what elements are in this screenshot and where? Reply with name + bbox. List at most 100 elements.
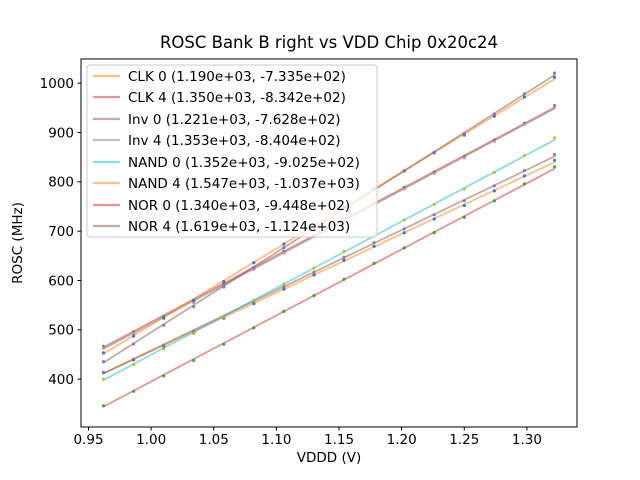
y-tick-label: 800: [48, 175, 74, 191]
data-point-inv-0: [162, 343, 166, 347]
data-point-nor-0: [312, 294, 316, 298]
data-point-nand-0: [312, 266, 316, 270]
data-point-nand-0: [101, 377, 106, 381]
x-tick-label: 1.00: [136, 432, 166, 448]
data-point-inv-0: [462, 199, 466, 203]
axes-frame: [80, 58, 578, 428]
data-point-nor-0: [342, 277, 346, 281]
data-point-clk-0: [372, 244, 376, 248]
legend-entry: CLK 0 (1.190e+03, -7.335e+02): [93, 69, 346, 85]
y-tick-label: 700: [48, 224, 74, 240]
data-point-nand-0: [162, 347, 166, 351]
data-point-inv-4: [462, 156, 466, 160]
data-point-nand-0: [522, 153, 527, 158]
data-point-clk-0: [312, 273, 316, 277]
data-point-nor-4: [282, 246, 286, 250]
data-point-nand-4: [492, 114, 496, 118]
data-point-clk-0: [522, 174, 527, 178]
legend-entry: NOR 4 (1.619e+03, -1.124e+03): [93, 219, 350, 235]
data-point-nor-0: [132, 389, 136, 393]
data-point-nor-0: [162, 374, 166, 378]
x-tick-label: 0.95: [73, 432, 103, 448]
data-point-nand-4: [192, 298, 196, 302]
legend-entry: NAND 0 (1.352e+03, -9.025e+02): [93, 155, 360, 171]
data-point-nor-0: [101, 404, 106, 408]
data-point-nand-4: [252, 261, 256, 265]
data-point-inv-4: [552, 105, 557, 109]
data-point-inv-4: [492, 139, 496, 143]
legend-label: NOR 0 (1.340e+03, -9.448e+02): [128, 198, 350, 214]
y-tick-label: 900: [48, 125, 74, 141]
data-point-nand-0: [342, 249, 346, 254]
data-point-inv-0: [312, 270, 316, 274]
data-point-clk-0: [282, 287, 286, 291]
data-point-nand-4: [282, 242, 286, 246]
data-point-inv-0: [101, 370, 106, 374]
data-point-nand-0: [402, 218, 406, 222]
data-point-nand-0: [432, 202, 436, 207]
data-point-inv-0: [432, 213, 436, 217]
legend-label: Inv 0 (1.221e+03, -7.628e+02): [128, 112, 341, 128]
y-tick-label: 1000: [40, 76, 74, 92]
data-point-nor-0: [192, 358, 196, 363]
data-point-inv-4: [101, 346, 106, 350]
y-tick-label: 400: [48, 372, 74, 388]
data-point-nor-4: [462, 132, 466, 136]
data-point-nand-0: [132, 363, 136, 367]
data-point-inv-0: [372, 241, 376, 245]
data-point-nand-4: [132, 334, 136, 338]
legend-entry: Inv 4 (1.353e+03, -8.404e+02): [93, 133, 341, 149]
data-point-nor-0: [282, 309, 286, 313]
fit-line-inv-0: [102, 155, 556, 375]
data-point-inv-4: [432, 171, 436, 175]
data-point-inv-0: [342, 255, 346, 259]
data-point-nor-4: [492, 112, 496, 116]
data-point-clk-0: [402, 231, 406, 235]
data-point-nand-0: [492, 170, 496, 175]
legend-label: CLK 0 (1.190e+03, -7.335e+02): [128, 69, 346, 85]
x-tick-label: 1.15: [324, 432, 354, 448]
data-point-nor-4: [252, 265, 256, 269]
data-point-nand-0: [222, 315, 226, 319]
x-tick-label: 1.10: [261, 432, 291, 448]
data-point-nor-0: [522, 182, 527, 186]
data-point-nor-4: [522, 92, 527, 96]
chart-title: ROSC Bank B right vs VDD Chip 0x20c24: [160, 33, 498, 52]
data-point-clk-0: [552, 158, 557, 162]
fit-line-nand-0: [102, 139, 556, 381]
data-point-clk-0: [462, 203, 466, 208]
data-point-inv-4: [522, 122, 527, 126]
data-point-clk-0: [432, 217, 436, 221]
x-tick-label: 1.25: [449, 432, 479, 448]
data-point-nand-0: [282, 282, 286, 286]
x-tick-label: 1.30: [512, 432, 542, 448]
data-point-nand-0: [552, 136, 557, 140]
legend-entry: NOR 0 (1.340e+03, -9.448e+02): [93, 198, 350, 214]
data-point-nor-0: [432, 231, 436, 235]
data-point-nand-4: [222, 280, 226, 284]
data-point-nor-0: [552, 165, 557, 169]
data-point-clk-0: [492, 189, 496, 193]
x-axis-label: VDDD (V): [297, 450, 361, 466]
data-point-nor-4: [162, 323, 166, 327]
legend-entry: Inv 0 (1.221e+03, -7.628e+02): [93, 112, 341, 128]
data-point-nor-0: [372, 261, 376, 265]
data-point-nor-4: [222, 285, 226, 289]
data-point-nor-0: [252, 326, 256, 330]
data-point-nand-4: [552, 75, 557, 79]
data-point-nor-0: [402, 246, 406, 250]
legend-label: CLK 4 (1.350e+03, -8.342e+02): [128, 90, 346, 106]
x-tick-label: 1.05: [199, 432, 229, 448]
legend-entry: NAND 4 (1.547e+03, -1.037e+03): [93, 176, 360, 192]
data-point-nand-0: [252, 298, 256, 303]
legend-label: NOR 4 (1.619e+03, -1.124e+03): [128, 219, 350, 235]
legend-box: [86, 64, 378, 238]
y-axis-label: ROSC (MHz): [10, 202, 26, 284]
data-point-inv-4: [282, 251, 286, 255]
data-point-nor-4: [132, 342, 136, 346]
data-point-nor-0: [222, 342, 226, 346]
x-tick-label: 1.20: [387, 432, 417, 448]
data-point-inv-4: [402, 187, 406, 191]
y-tick-label: 500: [48, 323, 74, 339]
